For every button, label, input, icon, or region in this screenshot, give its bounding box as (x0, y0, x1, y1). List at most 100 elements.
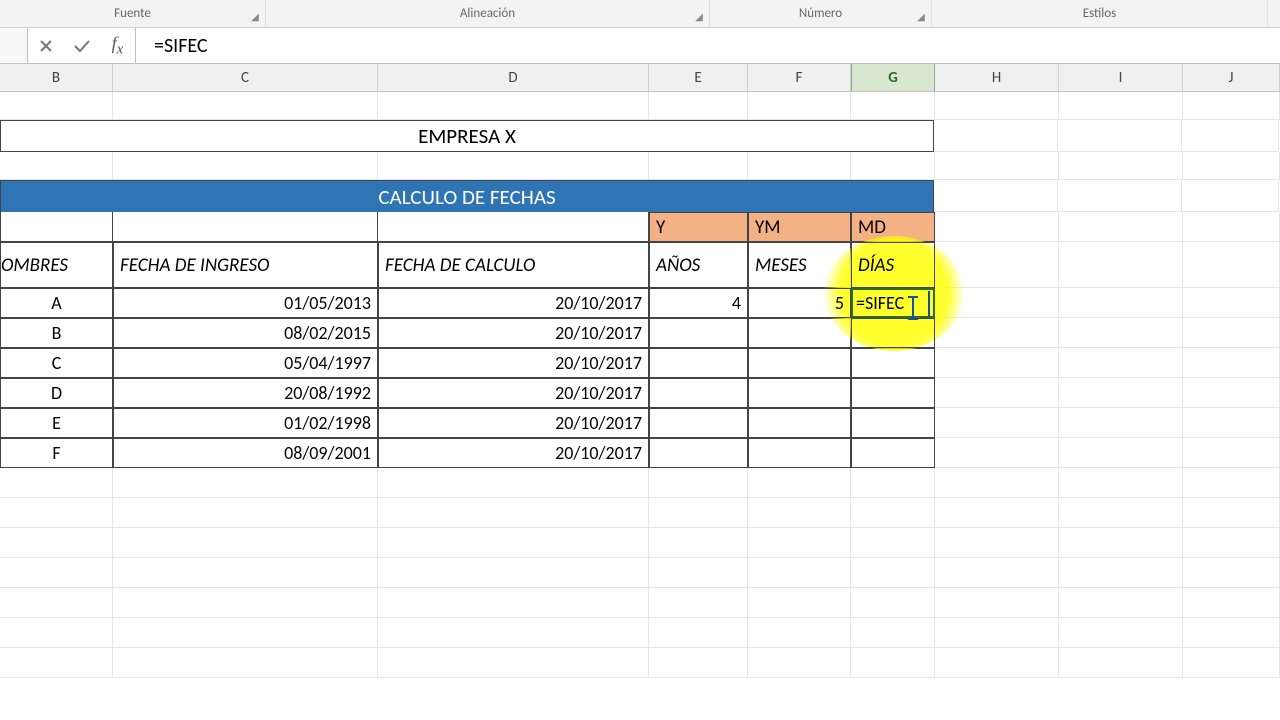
cell[interactable] (935, 468, 1059, 498)
cell-dias[interactable] (851, 378, 935, 408)
cell[interactable] (1183, 558, 1280, 588)
cell[interactable] (378, 528, 649, 558)
cell[interactable] (748, 92, 851, 120)
cell[interactable] (1183, 318, 1280, 348)
cell-anos[interactable] (649, 408, 748, 438)
cell[interactable] (1183, 378, 1280, 408)
cell-meses[interactable] (748, 348, 851, 378)
cell[interactable] (649, 558, 748, 588)
cancel-button[interactable] (28, 28, 64, 63)
section-header[interactable]: CALCULO DE FECHAS (0, 180, 934, 212)
cell[interactable] (748, 528, 851, 558)
cell[interactable] (1058, 120, 1182, 152)
column-header-b[interactable]: B (0, 64, 113, 91)
cell[interactable] (113, 212, 378, 242)
cell[interactable] (649, 498, 748, 528)
cell[interactable] (378, 468, 649, 498)
cell[interactable] (1059, 528, 1183, 558)
cell[interactable] (851, 588, 935, 618)
cell[interactable] (1182, 120, 1279, 152)
cell-anos[interactable] (649, 378, 748, 408)
cell[interactable] (0, 528, 113, 558)
cell[interactable] (851, 498, 935, 528)
cell[interactable] (748, 648, 851, 678)
insert-function-button[interactable]: fx (100, 28, 136, 63)
dialog-launcher-icon[interactable]: ◢ (693, 11, 705, 23)
cell[interactable] (0, 468, 113, 498)
cell[interactable] (1183, 408, 1280, 438)
cell[interactable] (851, 468, 935, 498)
cell[interactable] (1183, 242, 1280, 288)
dialog-launcher-icon[interactable]: ◢ (249, 11, 261, 23)
cell-anos[interactable]: 4 (649, 288, 748, 318)
cell-meses[interactable] (748, 408, 851, 438)
cell[interactable] (851, 648, 935, 678)
cell[interactable] (113, 558, 378, 588)
cell[interactable] (1183, 288, 1280, 318)
dialog-launcher-icon[interactable]: ◢ (915, 11, 927, 23)
cell[interactable] (851, 152, 935, 180)
cell[interactable] (0, 588, 113, 618)
cell[interactable] (378, 152, 649, 180)
cell[interactable] (935, 528, 1059, 558)
cell[interactable] (0, 212, 113, 242)
cell[interactable] (1183, 528, 1280, 558)
cell-anos[interactable] (649, 318, 748, 348)
cell-dias[interactable] (851, 438, 935, 468)
cell-nombre[interactable]: C (0, 348, 113, 378)
name-box[interactable] (0, 28, 28, 63)
cell[interactable] (851, 528, 935, 558)
cell[interactable] (1183, 648, 1280, 678)
cell[interactable] (1183, 468, 1280, 498)
cell[interactable] (1183, 152, 1280, 180)
cell[interactable] (748, 152, 851, 180)
cell[interactable] (113, 648, 378, 678)
cell[interactable] (1183, 92, 1280, 120)
cell-ingreso[interactable]: 20/08/1992 (113, 378, 378, 408)
cell[interactable] (1183, 498, 1280, 528)
cell[interactable] (0, 152, 113, 180)
cell[interactable] (378, 92, 649, 120)
cell[interactable] (1183, 588, 1280, 618)
cell-meses[interactable]: 5 (748, 288, 851, 318)
cell[interactable] (935, 242, 1059, 288)
cell[interactable] (1059, 152, 1183, 180)
editing-cell[interactable]: =SIFEC (851, 288, 935, 318)
cell[interactable] (649, 528, 748, 558)
cell[interactable] (934, 120, 1058, 152)
enter-button[interactable] (64, 28, 100, 63)
cell[interactable] (378, 212, 649, 242)
cell-nombre[interactable]: D (0, 378, 113, 408)
cell-ingreso[interactable]: 05/04/1997 (113, 348, 378, 378)
cell[interactable] (1059, 618, 1183, 648)
cell[interactable] (935, 92, 1059, 120)
cell[interactable] (0, 498, 113, 528)
cell[interactable] (113, 92, 378, 120)
cell[interactable] (0, 92, 113, 120)
cell[interactable] (378, 588, 649, 618)
cell[interactable] (851, 558, 935, 588)
header-nombres[interactable]: OMBRES (0, 242, 113, 288)
column-header-i[interactable]: I (1059, 64, 1183, 91)
cell[interactable] (113, 618, 378, 648)
cell-ingreso[interactable]: 08/02/2015 (113, 318, 378, 348)
cell[interactable] (113, 528, 378, 558)
cell-calculo[interactable]: 20/10/2017 (378, 378, 649, 408)
cell[interactable] (851, 618, 935, 648)
cell[interactable] (935, 152, 1059, 180)
column-header-e[interactable]: E (649, 64, 748, 91)
cell[interactable] (1059, 408, 1183, 438)
cell[interactable] (1183, 212, 1280, 242)
cell-meses[interactable] (748, 378, 851, 408)
cell[interactable] (649, 618, 748, 648)
cell-nombre[interactable]: F (0, 438, 113, 468)
cell[interactable] (935, 438, 1059, 468)
column-header-j[interactable]: J (1183, 64, 1280, 91)
cell[interactable] (935, 378, 1059, 408)
cell[interactable] (1059, 498, 1183, 528)
cell-nombre[interactable]: A (0, 288, 113, 318)
cell-anos[interactable] (649, 348, 748, 378)
cell-dias[interactable] (851, 408, 935, 438)
title-cell[interactable]: EMPRESA X (0, 120, 934, 152)
cell[interactable] (1059, 288, 1183, 318)
